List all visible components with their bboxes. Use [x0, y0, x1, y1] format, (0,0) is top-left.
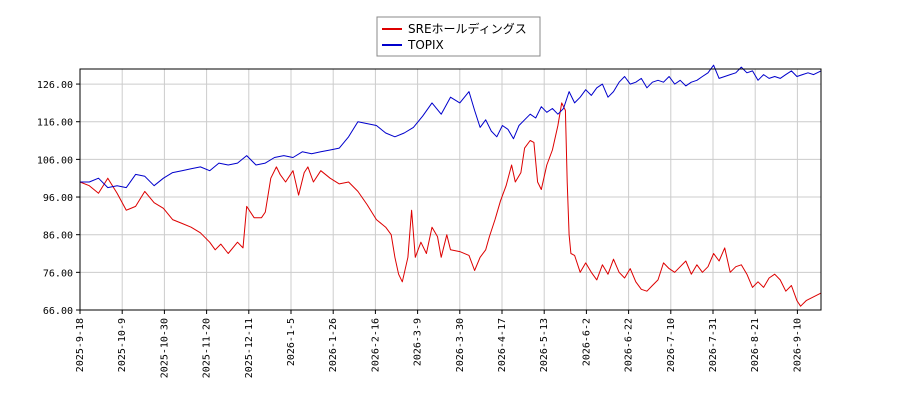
x-tick-label: 2026-4-17 — [497, 318, 508, 372]
grid-lines — [79, 69, 821, 311]
y-tick-label: 76.00 — [43, 268, 73, 279]
x-tick-label: 2026-2-16 — [370, 318, 381, 372]
legend: SREホールディングス TOPIX — [376, 16, 541, 57]
x-tick-label: 2025-10-30 — [159, 318, 170, 378]
x-tick-label: 2026-8-21 — [750, 318, 761, 372]
y-tick-label: 66.00 — [43, 306, 73, 317]
legend-label-topix: TOPIX — [407, 38, 444, 52]
x-tick-label: 2026-1-26 — [328, 318, 339, 372]
y-tick-label: 126.00 — [37, 80, 73, 91]
legend-box — [376, 16, 541, 57]
y-tick-label: 116.00 — [37, 118, 73, 129]
x-tick-label: 2026-7-31 — [708, 318, 719, 372]
y-tick-label: 106.00 — [37, 155, 73, 166]
series-line-topix — [80, 64, 822, 189]
series-layer — [79, 64, 822, 307]
x-tick-label: 2025-9-18 — [75, 318, 86, 372]
y-axis: 66.00 76.00 86.00 96.00 106.00 116.00 126.00 — [37, 80, 80, 317]
x-tick-label: 2026-6-2 — [581, 318, 592, 366]
x-tick-label: 2025-12-11 — [244, 318, 255, 378]
x-tick-label: 2026-3-30 — [455, 318, 466, 372]
y-tick-label: 96.00 — [43, 193, 73, 204]
x-tick-label: 2026-6-22 — [624, 318, 635, 372]
x-axis: 2025-9-18 2025-10-9 2025-10-30 2025-11-20 20… — [75, 310, 803, 378]
x-tick-label: 2025-10-9 — [117, 318, 128, 372]
x-tick-label: 2026-9-10 — [792, 318, 803, 372]
x-tick-label: 2026-1-5 — [286, 318, 297, 366]
series-line-sre — [79, 102, 822, 307]
x-tick-label: 2026-5-13 — [539, 318, 550, 372]
x-tick-label: 2026-7-10 — [666, 318, 677, 372]
x-tick-label: 2025-11-20 — [202, 318, 213, 378]
legend-label-sre: SREホールディングス — [408, 21, 527, 36]
x-tick-label: 2026-3-9 — [413, 318, 424, 366]
y-tick-label: 86.00 — [43, 231, 73, 242]
plot-frame — [79, 68, 822, 311]
